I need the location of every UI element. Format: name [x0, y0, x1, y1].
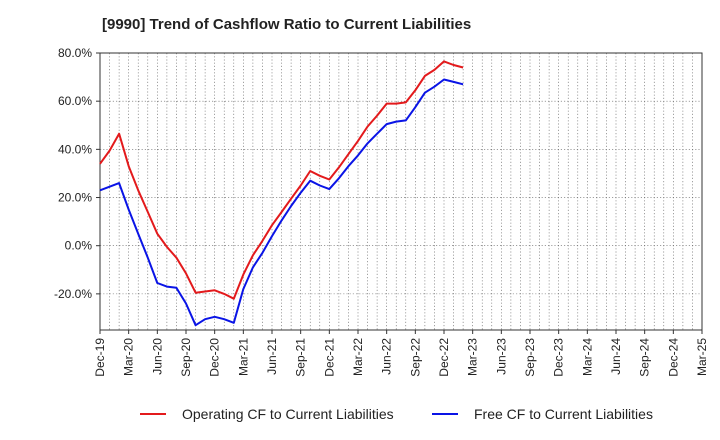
- x-tick-label: Dec-20: [208, 338, 222, 377]
- x-tick-label: Mar-23: [466, 338, 480, 376]
- x-tick-label: Sep-21: [294, 338, 308, 377]
- legend-label-1: Operating CF to Current Liabilities: [182, 406, 394, 422]
- legend: Operating CF to Current Liabilities Free …: [140, 406, 653, 422]
- x-tick-label: Jun-20: [150, 338, 164, 375]
- x-axis-tick-labels: Dec-19 Mar-20 Jun-20 Sep-20 Dec-20 Mar-21 Jun-…: [93, 330, 709, 377]
- x-tick-label: Mar-24: [580, 338, 594, 376]
- chart-title: [9990] Trend of Cashflow Ratio to Curren…: [102, 16, 472, 33]
- x-tick-label: Jun-24: [609, 338, 623, 375]
- series-line-2: [99, 78, 464, 327]
- y-tick-label: 0.0%: [65, 239, 93, 253]
- y-tick-label: 40.0%: [58, 142, 92, 156]
- y-axis-tick-labels: 80.0% 60.0% 40.0% 20.0% 0.0% -20.0%: [54, 46, 100, 301]
- x-tick-label: Jun-22: [380, 338, 394, 375]
- x-tick-label: Mar-20: [122, 338, 136, 376]
- x-tick-label: Sep-24: [638, 338, 652, 377]
- series-lines: [99, 60, 464, 327]
- x-tick-label: Mar-21: [236, 338, 250, 376]
- x-tick-label: Mar-22: [351, 338, 365, 376]
- x-tick-label: Dec-19: [93, 338, 107, 377]
- x-tick-label: Sep-22: [408, 338, 422, 377]
- y-tick-label: 20.0%: [58, 191, 92, 205]
- x-tick-label: Sep-20: [179, 338, 193, 377]
- x-tick-label: Jun-21: [265, 338, 279, 375]
- x-tick-label: Dec-24: [666, 338, 680, 377]
- x-tick-label: Mar-25: [695, 338, 709, 376]
- x-tick-label: Dec-22: [437, 338, 451, 377]
- x-tick-label: Sep-23: [523, 338, 537, 377]
- plot-area-frame: [99, 52, 703, 331]
- y-tick-label: 80.0%: [58, 46, 92, 60]
- x-tick-label: Dec-21: [322, 338, 336, 377]
- y-tick-label: -20.0%: [54, 287, 92, 301]
- series-line-1: [99, 60, 464, 300]
- legend-label-2: Free CF to Current Liabilities: [474, 406, 653, 422]
- y-tick-label: 60.0%: [58, 94, 92, 108]
- gridlines: [100, 52, 702, 330]
- x-tick-label: Dec-23: [552, 338, 566, 377]
- x-tick-label: Jun-23: [494, 338, 508, 375]
